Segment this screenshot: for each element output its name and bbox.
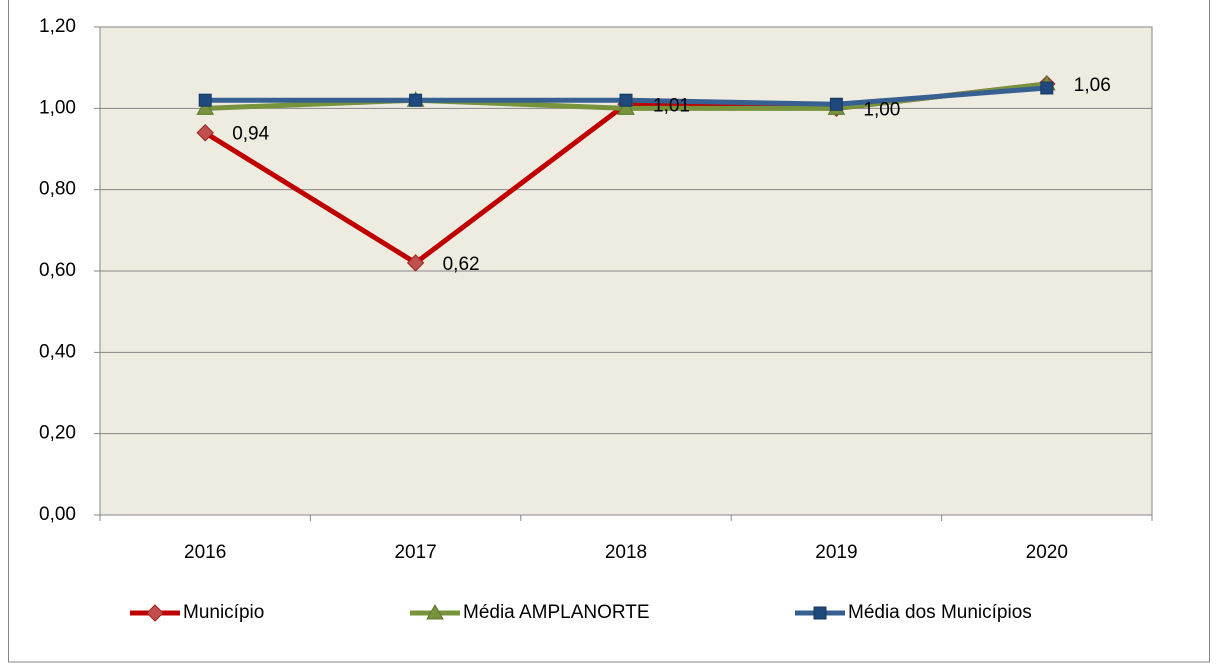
x-tick-label: 2018 bbox=[605, 542, 647, 563]
marker bbox=[1040, 81, 1054, 95]
data-label: 1,01 bbox=[653, 95, 690, 116]
data-label: 1,00 bbox=[863, 99, 900, 120]
data-label: 0,62 bbox=[443, 254, 480, 275]
legend-label: Média dos Municípios bbox=[848, 602, 1032, 623]
y-tick-label: 0,80 bbox=[39, 179, 76, 200]
data-label: 1,06 bbox=[1074, 75, 1111, 96]
x-tick-label: 2019 bbox=[815, 542, 857, 563]
marker bbox=[196, 124, 214, 142]
y-tick-label: 0,20 bbox=[39, 423, 76, 444]
x-tick-label: 2016 bbox=[184, 542, 226, 563]
legend-label: Município bbox=[183, 602, 264, 623]
marker bbox=[196, 99, 215, 115]
y-tick-label: 1,00 bbox=[39, 97, 76, 118]
marker bbox=[198, 93, 212, 107]
x-tick-label: 2017 bbox=[394, 542, 436, 563]
y-tick-label: 0,40 bbox=[39, 341, 76, 362]
y-tick-label: 0,00 bbox=[39, 504, 76, 525]
x-tick-label: 2020 bbox=[1026, 542, 1068, 563]
y-tick-label: 0,60 bbox=[39, 260, 76, 281]
marker bbox=[409, 93, 423, 107]
marker bbox=[829, 97, 843, 111]
legend-label: Média AMPLANORTE bbox=[463, 602, 650, 623]
marker bbox=[813, 606, 827, 620]
marker bbox=[406, 254, 425, 272]
data-label: 0,94 bbox=[232, 124, 269, 145]
marker bbox=[426, 603, 444, 620]
marker bbox=[619, 93, 633, 107]
y-tick-label: 1,20 bbox=[39, 16, 76, 37]
marker bbox=[617, 99, 635, 115]
marker bbox=[146, 604, 164, 622]
